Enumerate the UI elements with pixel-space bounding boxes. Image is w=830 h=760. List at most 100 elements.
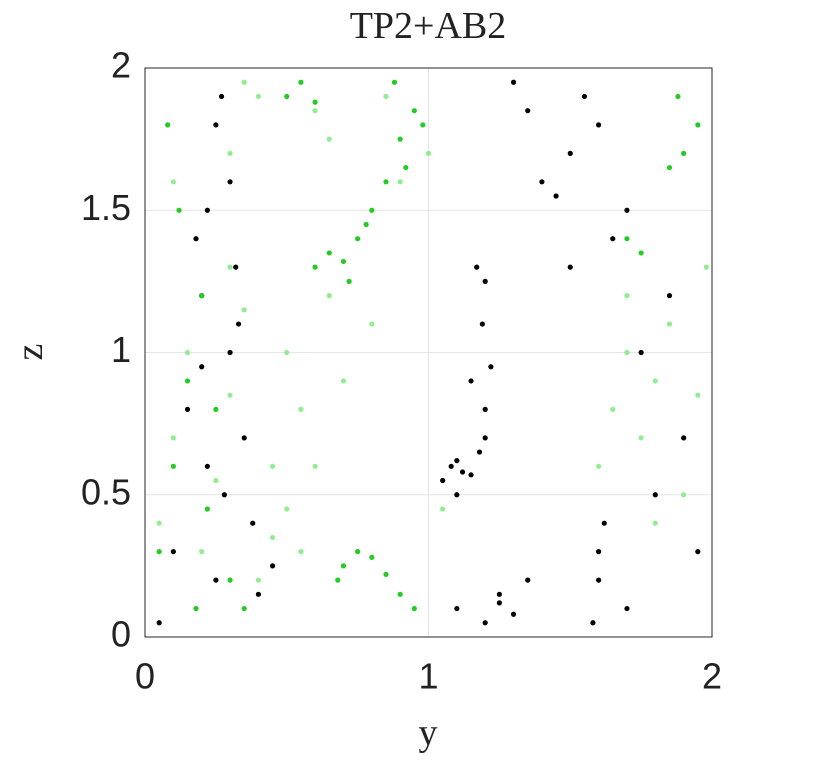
- point: [269, 563, 276, 569]
- point: [624, 605, 630, 612]
- point: [269, 534, 276, 541]
- point: [241, 435, 247, 441]
- point: [383, 571, 389, 578]
- point: [496, 591, 502, 597]
- point: [468, 378, 474, 384]
- point: [525, 577, 531, 583]
- point: [227, 392, 233, 398]
- point: [199, 549, 205, 555]
- point: [312, 264, 318, 270]
- point: [397, 179, 403, 185]
- point: [199, 364, 205, 370]
- point: [638, 349, 644, 356]
- point: [346, 278, 352, 284]
- x-tick-label: 1: [418, 656, 438, 697]
- point: [411, 108, 417, 114]
- point: [369, 321, 375, 327]
- point: [199, 293, 205, 299]
- point: [596, 122, 602, 128]
- point: [340, 378, 347, 384]
- point: [233, 264, 239, 270]
- point: [454, 492, 460, 498]
- chart-title: TP2+AB2: [350, 5, 507, 47]
- point: [383, 93, 389, 100]
- x-axis-label: y: [419, 712, 438, 754]
- point: [326, 250, 332, 256]
- point: [666, 293, 673, 299]
- point: [488, 364, 494, 370]
- point: [340, 258, 347, 265]
- point: [610, 236, 616, 242]
- point: [184, 378, 191, 384]
- point: [459, 469, 466, 475]
- point: [638, 250, 644, 256]
- point: [474, 264, 480, 270]
- point: [204, 506, 210, 512]
- point: [170, 463, 176, 469]
- point: [213, 122, 219, 128]
- point: [411, 605, 417, 612]
- point: [510, 611, 517, 617]
- point: [496, 600, 502, 606]
- point: [666, 164, 673, 171]
- point: [326, 293, 332, 299]
- y-tick-label: 0: [111, 614, 131, 655]
- point: [340, 563, 347, 569]
- point: [652, 520, 658, 526]
- point: [638, 435, 644, 441]
- point: [553, 193, 559, 199]
- point: [695, 392, 701, 398]
- point: [567, 150, 573, 156]
- point: [213, 406, 219, 412]
- point: [525, 108, 531, 114]
- point: [440, 477, 446, 484]
- point: [420, 122, 426, 128]
- point: [590, 620, 596, 626]
- point: [425, 150, 432, 156]
- point: [250, 520, 256, 526]
- point: [241, 605, 247, 612]
- y-tick-label: 0.5: [81, 471, 131, 512]
- y-tick-label: 2: [111, 45, 131, 86]
- point: [681, 435, 687, 441]
- point: [440, 506, 446, 512]
- point: [312, 108, 318, 114]
- point: [227, 150, 233, 156]
- y-axis-label: z: [9, 344, 51, 361]
- x-tick-label: 2: [702, 656, 722, 697]
- point: [681, 492, 687, 498]
- point: [675, 93, 681, 100]
- point: [193, 236, 199, 242]
- point: [369, 554, 375, 560]
- point: [156, 549, 162, 555]
- point: [227, 577, 233, 583]
- point: [227, 349, 233, 356]
- point: [184, 406, 191, 412]
- point: [703, 264, 709, 270]
- point: [482, 435, 488, 441]
- point: [681, 150, 687, 156]
- point: [156, 520, 162, 526]
- point: [355, 549, 361, 555]
- point: [391, 79, 398, 85]
- point: [567, 264, 573, 270]
- point: [363, 221, 369, 228]
- y-tick-label: 1: [111, 329, 131, 370]
- point: [482, 278, 488, 284]
- point: [170, 549, 176, 555]
- point: [355, 236, 361, 242]
- point: [284, 506, 290, 512]
- point: [298, 406, 304, 412]
- point: [624, 207, 630, 213]
- point: [312, 99, 318, 105]
- point: [227, 179, 233, 185]
- point: [335, 577, 341, 583]
- axes-box: [144, 67, 713, 638]
- point: [369, 207, 375, 213]
- point: [601, 520, 607, 526]
- point: [213, 477, 219, 484]
- point: [193, 605, 199, 612]
- point: [610, 406, 616, 412]
- point: [170, 435, 176, 441]
